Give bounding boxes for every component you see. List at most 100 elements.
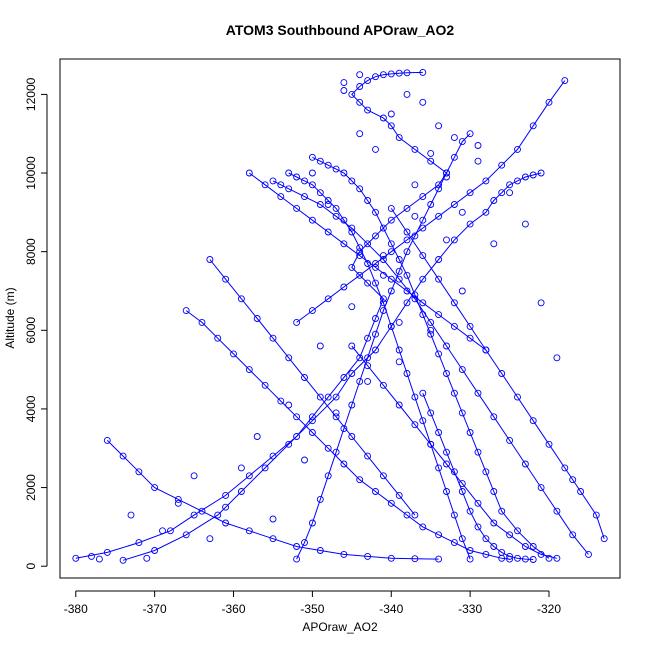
data-point [529,417,537,425]
data-point [261,181,269,189]
data-point [340,169,348,177]
data-point [592,511,600,519]
data-point [277,181,285,189]
data-point [577,488,585,495]
data-point [387,204,395,212]
data-point [324,161,332,169]
data-point [301,193,308,201]
data-point [521,220,529,228]
data-point [403,236,411,244]
data-point [387,499,395,507]
data-point [466,555,474,563]
data-point [253,433,261,440]
data-point [174,499,182,507]
data-point [458,535,466,543]
data-point [435,275,443,283]
data-point [411,393,419,401]
data-point [348,433,356,440]
data-point [458,409,466,417]
data-point [506,181,514,189]
data-point [293,433,301,440]
x-tick-label: -370 [143,602,167,616]
data-point [285,169,293,177]
data-point [127,511,135,519]
data-point [537,169,545,177]
data-point [364,77,372,85]
data-point [387,322,395,330]
data-point [537,299,545,307]
data-point [245,169,253,177]
data-point [419,216,427,224]
data-point [403,248,411,256]
y-axis-label: Altitude (m) [3,287,17,348]
data-point [395,267,403,275]
chart-title: ATOM3 Southbound APOraw_AO2 [226,22,455,38]
data-point [466,189,474,197]
y-tick-label: 2000 [24,474,38,501]
y-tick-label: 10000 [24,156,38,190]
data-point [529,122,537,130]
data-point [545,98,553,106]
data-point [364,377,372,385]
data-point [308,169,316,177]
data-point [372,346,379,354]
data-point [379,472,387,480]
data-point [514,145,521,153]
y-tick-label: 0 [24,563,38,570]
data-point [379,252,387,260]
data-point [372,208,379,216]
data-point [490,488,498,495]
data-point [569,531,577,539]
data-point [561,77,569,85]
data-point [135,468,143,476]
data-point [293,173,301,181]
data-point [514,393,521,401]
data-point [529,556,537,563]
data-point [537,484,545,492]
y-tick-label: 12000 [24,77,38,111]
data-point [395,134,403,142]
x-axis: -380 -370 -360 -350 -340 -330 -320 [64,590,561,616]
data-point [435,311,443,319]
data-point [348,303,356,311]
data-point [166,527,174,535]
data-point [403,228,411,236]
data-point [443,342,450,350]
data-point [301,456,308,464]
data-point [403,511,411,519]
data-point [372,488,379,495]
data-point [379,299,387,307]
data-point [435,350,443,358]
data-point [427,149,435,157]
y-tick-label: 4000 [24,395,38,422]
data-point [301,539,308,547]
data-point [340,460,348,468]
data-point [387,122,395,130]
data-point [419,275,427,283]
data-point [214,511,222,519]
data-point [561,464,569,472]
data-point [553,354,561,362]
data-point [72,554,80,562]
data-point [474,523,482,531]
data-point [474,389,482,397]
data-point [269,515,277,523]
data-point [403,287,411,295]
data-point [506,436,514,444]
data-point [427,326,435,334]
data-point [395,69,403,77]
data-point [482,550,490,558]
data-point [372,145,379,153]
data-point [332,409,340,417]
x-tick-label: -350 [300,602,324,616]
data-point [308,417,316,425]
data-point [190,472,198,480]
data-point [521,555,529,563]
data-point [364,452,372,460]
data-point [411,212,419,220]
data-point [387,275,395,283]
data-point [474,142,482,149]
data-point [285,185,293,193]
data-point [103,548,111,556]
